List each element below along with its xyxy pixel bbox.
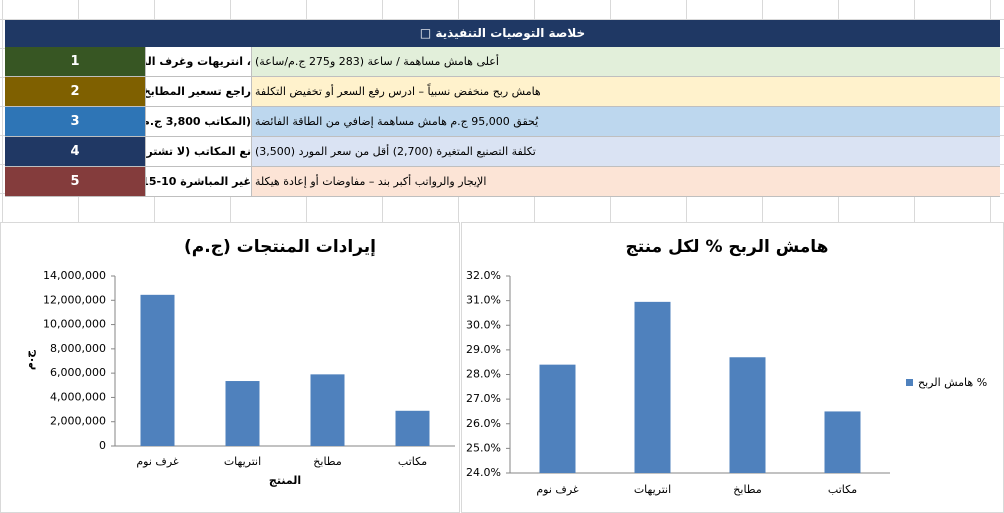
x-tick-label: غرف نوم: [536, 483, 579, 496]
row-number: 3: [5, 107, 145, 136]
bar: [395, 410, 430, 446]
bar: [225, 381, 260, 446]
row-detail: تكلفة التصنيع المتغيرة (2,700) أقل من سع…: [251, 137, 1000, 166]
row-action: غير المباشرة 10-15%: [145, 167, 251, 196]
row-number: 1: [5, 47, 145, 76]
bar: [539, 364, 576, 473]
chart-title: إيرادات المنتجات (ج.م): [184, 237, 376, 257]
y-tick-label: 8,000,000: [50, 342, 106, 355]
bar: [140, 294, 175, 446]
y-tick-label: 30.0%: [466, 318, 501, 331]
x-axis-label: المنتج: [269, 474, 301, 487]
y-tick-label: 28.0%: [466, 368, 501, 381]
row-number: 5: [5, 167, 145, 196]
bar: [310, 374, 345, 446]
row-action: راجع تسعير المطابخ: [145, 77, 251, 106]
table-row: 4نع المكاتب (لا تشتري)تكلفة التصنيع المت…: [5, 137, 1000, 167]
y-tick-label: 25.0%: [466, 441, 501, 454]
legend-swatch: [906, 379, 913, 386]
table-row: 2 راجع تسعير المطابخ هامش ربح منخفض نسبياً…: [5, 77, 1000, 107]
table-title: خلاصة التوصيات التنفيذية □: [5, 20, 1000, 47]
row-number: 2: [5, 77, 145, 106]
y-tick-label: 4,000,000: [50, 390, 106, 403]
table-row: 1، انتريهات وغرف النومأعلى هامش مساهمة /…: [5, 47, 1000, 77]
row-detail: أعلى هامش مساهمة / ساعة (283 و275 ج.م/سا…: [251, 47, 1000, 76]
row-number: 4: [5, 137, 145, 166]
y-tick-label: 2,000,000: [50, 415, 106, 428]
revenue-chart: إيرادات المنتجات (ج.م) 0 2,000,000 4,000,00…: [0, 222, 460, 513]
row-action: نع المكاتب (لا تشتري): [145, 137, 251, 166]
legend-label: هامش الربح %: [918, 376, 987, 389]
chart-title: هامش الربح % لكل منتج: [626, 237, 829, 257]
y-tick-label: 27.0%: [466, 392, 501, 405]
x-tick-label: مطابخ: [733, 483, 762, 496]
y-tick-label: 14,000,000: [43, 269, 106, 282]
y-tick-label: 12,000,000: [43, 293, 106, 306]
y-tick-label: 0: [99, 439, 106, 452]
y-tick-label: 32.0%: [466, 269, 501, 282]
row-action: ، انتريهات وغرف النوم: [145, 47, 251, 76]
row-detail: هامش ربح منخفض نسبياً – ادرس رفع السعر أ…: [251, 77, 1000, 106]
y-tick-label: 24.0%: [466, 466, 501, 479]
row-detail: الإيجار والرواتب أكبر بند – مفاوضات أو إ…: [251, 167, 1000, 196]
x-tick-label: انتريهات: [634, 483, 671, 496]
x-tick-label: مطابخ: [313, 455, 342, 468]
y-tick-label: 31.0%: [466, 294, 501, 307]
x-tick-label: مكاتب: [398, 455, 427, 468]
bar: [824, 411, 861, 473]
x-tick-label: غرف نوم: [136, 455, 179, 468]
row-action: (المكاتب 3,800 ج.م): [145, 107, 251, 136]
y-tick-label: 26.0%: [466, 417, 501, 430]
y-tick-label: 10,000,000: [43, 318, 106, 331]
y-tick-label: 29.0%: [466, 343, 501, 356]
summary-table: خلاصة التوصيات التنفيذية □ 1 ، انتريهات و…: [5, 20, 1000, 197]
table-row: 3(المكاتب 3,800 ج.م)يُحقق 95,000 ج.م هام…: [5, 107, 1000, 137]
x-tick-label: مكاتب: [828, 483, 857, 496]
margin-chart: هامش الربح % لكل منتج 24.0% 25.0% 26.0% 27.0…: [461, 222, 1004, 513]
row-detail: يُحقق 95,000 ج.م هامش مساهمة إضافي من ال…: [251, 107, 1000, 136]
spreadsheet: خلاصة التوصيات التنفيذية □ 1 ، انتريهات و…: [0, 0, 1004, 222]
bar: [729, 357, 766, 473]
bar: [634, 301, 671, 473]
y-axis-label: ج.م: [23, 350, 37, 370]
x-tick-label: انتريهات: [224, 455, 261, 468]
y-tick-label: 6,000,000: [50, 366, 106, 379]
